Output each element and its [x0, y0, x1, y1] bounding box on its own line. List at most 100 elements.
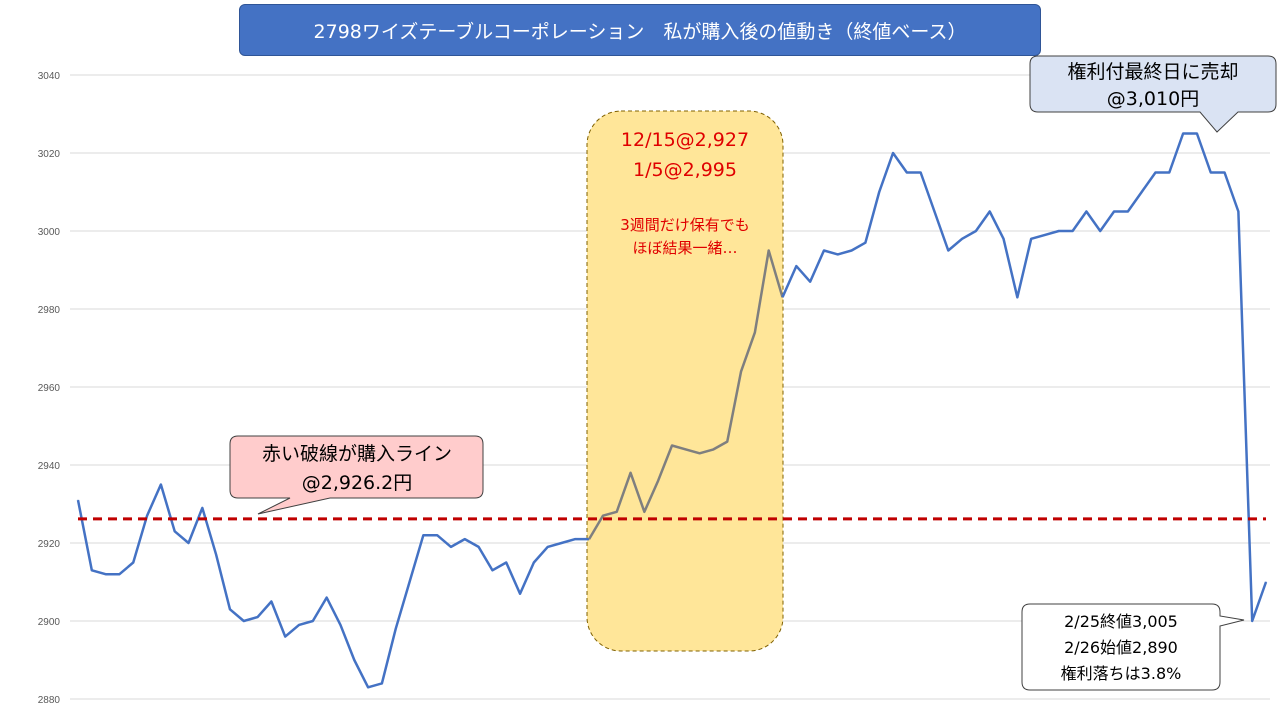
- data-point: [1210, 172, 1212, 173]
- data-point: [118, 573, 120, 575]
- data-point: [1154, 172, 1156, 173]
- price-series: [76, 132, 1268, 689]
- period-note-line2: ほぼ結果一緒…: [632, 239, 737, 257]
- data-point: [1127, 211, 1129, 212]
- y-tick-label: 2880: [38, 695, 61, 706]
- data-point: [560, 542, 562, 544]
- data-point: [1265, 581, 1267, 583]
- data-point: [215, 554, 217, 556]
- ex-rights-line1: 2/25終値3,005: [1064, 612, 1178, 631]
- y-tick-label: 3040: [38, 71, 61, 82]
- data-point: [975, 230, 977, 232]
- ex-rights-line3: 権利落ちは3.8%: [1061, 664, 1182, 683]
- data-point: [1003, 238, 1005, 240]
- data-point: [174, 530, 176, 532]
- data-point: [91, 569, 93, 571]
- data-point: [312, 620, 314, 622]
- data-point: [699, 452, 701, 454]
- data-point: [519, 593, 521, 595]
- sell-callout: [1029, 55, 1277, 133]
- series-line-before: [76, 483, 590, 689]
- data-point: [754, 331, 756, 333]
- data-point: [105, 573, 107, 575]
- data-point: [588, 538, 590, 540]
- data-point: [1072, 230, 1074, 232]
- highlight-period-box: [586, 110, 784, 652]
- data-point: [1141, 191, 1143, 193]
- data-point: [160, 484, 162, 485]
- data-point: [1099, 230, 1101, 232]
- data-point: [1058, 230, 1060, 232]
- data-point: [491, 569, 493, 571]
- data-point: [726, 441, 728, 443]
- y-tick-label: 2940: [38, 461, 61, 472]
- data-point: [326, 597, 328, 599]
- y-tick-label: 2900: [38, 617, 61, 628]
- data-point: [464, 538, 466, 540]
- data-point: [146, 515, 148, 517]
- data-point: [947, 250, 949, 251]
- data-point: [188, 542, 190, 544]
- data-point: [505, 562, 507, 563]
- data-point: [961, 238, 963, 240]
- data-point: [795, 265, 797, 267]
- data-point: [643, 511, 645, 513]
- period-end-label: 1/5@2,995: [633, 159, 737, 181]
- data-point: [768, 250, 770, 251]
- buy-line-label-line1: 赤い破線が購入ライン: [262, 443, 452, 465]
- data-point: [284, 636, 286, 638]
- data-point: [201, 507, 203, 509]
- data-point: [574, 538, 576, 540]
- data-point: [671, 445, 673, 446]
- data-point: [533, 562, 535, 563]
- data-point: [864, 242, 866, 244]
- data-point: [602, 515, 604, 517]
- data-point: [1113, 211, 1115, 212]
- data-point: [450, 546, 452, 548]
- period-note-line1: 3週間だけ保有でも: [620, 216, 750, 234]
- data-point: [1044, 234, 1046, 236]
- data-point: [989, 211, 991, 212]
- data-point: [409, 581, 411, 583]
- data-point: [712, 448, 714, 450]
- data-point: [353, 659, 355, 661]
- data-point: [657, 480, 659, 482]
- data-point: [685, 448, 687, 450]
- data-point: [547, 546, 549, 548]
- data-point: [1182, 133, 1184, 134]
- y-axis-ticks: 2880 2900 2920 2940 2960 2980 3000 3020 3040: [38, 71, 61, 706]
- data-point: [229, 608, 231, 610]
- period-start-label: 12/15@2,927: [621, 129, 749, 151]
- ex-rights-line2: 2/26始値2,890: [1064, 638, 1178, 657]
- data-point: [478, 546, 480, 548]
- data-point: [1251, 620, 1253, 622]
- data-point: [381, 682, 383, 684]
- ex-rights-callout: [1021, 603, 1245, 691]
- data-point: [1085, 211, 1087, 212]
- data-point: [77, 499, 79, 501]
- data-point: [782, 296, 784, 298]
- data-point: [1016, 296, 1018, 298]
- data-point: [257, 616, 259, 618]
- data-point: [616, 511, 618, 513]
- data-point: [1030, 238, 1032, 240]
- data-point: [422, 534, 424, 536]
- data-point: [339, 624, 341, 626]
- series-line-after: [781, 132, 1268, 623]
- data-point: [436, 534, 438, 536]
- chart-title: 2798ワイズテーブルコーポレーション 私が購入後の値動き（終値ベース）: [239, 4, 1041, 56]
- data-point: [1224, 172, 1226, 173]
- sell-label-line1: 権利付最終日に売却: [1067, 61, 1238, 83]
- data-point: [298, 624, 300, 626]
- data-point: [837, 253, 839, 255]
- data-point: [920, 172, 922, 173]
- y-tick-label: 2980: [38, 305, 61, 316]
- data-point: [1237, 211, 1239, 212]
- data-point: [1196, 133, 1198, 134]
- data-point: [740, 370, 742, 372]
- data-point: [892, 152, 894, 154]
- data-point: [1168, 172, 1170, 173]
- data-point: [933, 211, 935, 212]
- y-tick-label: 2960: [38, 383, 61, 394]
- buy-line-callout: [229, 435, 484, 515]
